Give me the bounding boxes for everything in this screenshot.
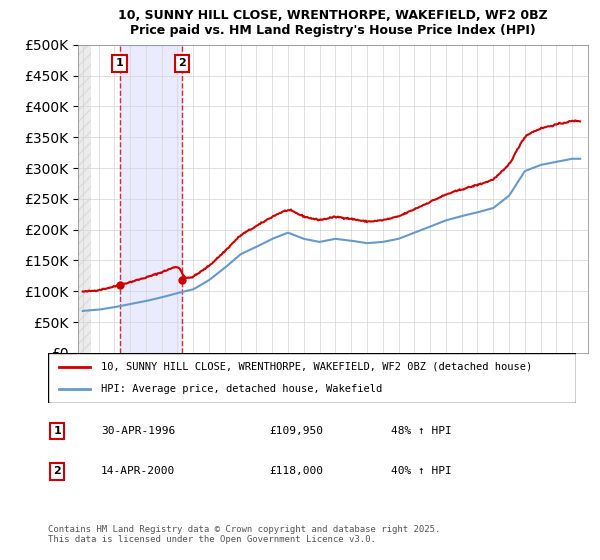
Text: HPI: Average price, detached house, Wakefield: HPI: Average price, detached house, Wake… [101, 384, 382, 394]
Text: £118,000: £118,000 [270, 466, 324, 477]
Text: Contains HM Land Registry data © Crown copyright and database right 2025.
This d: Contains HM Land Registry data © Crown c… [48, 525, 440, 544]
Text: 10, SUNNY HILL CLOSE, WRENTHORPE, WAKEFIELD, WF2 0BZ (detached house): 10, SUNNY HILL CLOSE, WRENTHORPE, WAKEFI… [101, 362, 532, 372]
Text: 48% ↑ HPI: 48% ↑ HPI [391, 426, 452, 436]
Text: 30-APR-1996: 30-APR-1996 [101, 426, 175, 436]
Text: £109,950: £109,950 [270, 426, 324, 436]
Title: 10, SUNNY HILL CLOSE, WRENTHORPE, WAKEFIELD, WF2 0BZ
Price paid vs. HM Land Regi: 10, SUNNY HILL CLOSE, WRENTHORPE, WAKEFI… [118, 9, 548, 37]
Text: 2: 2 [178, 58, 186, 68]
Text: 14-APR-2000: 14-APR-2000 [101, 466, 175, 477]
Text: 1: 1 [116, 58, 124, 68]
Bar [78, 45, 91, 353]
Text: 40% ↑ HPI: 40% ↑ HPI [391, 466, 452, 477]
FancyBboxPatch shape [48, 353, 576, 403]
Text: 1: 1 [53, 426, 61, 436]
Bar [119, 45, 182, 353]
Text: 2: 2 [53, 466, 61, 477]
